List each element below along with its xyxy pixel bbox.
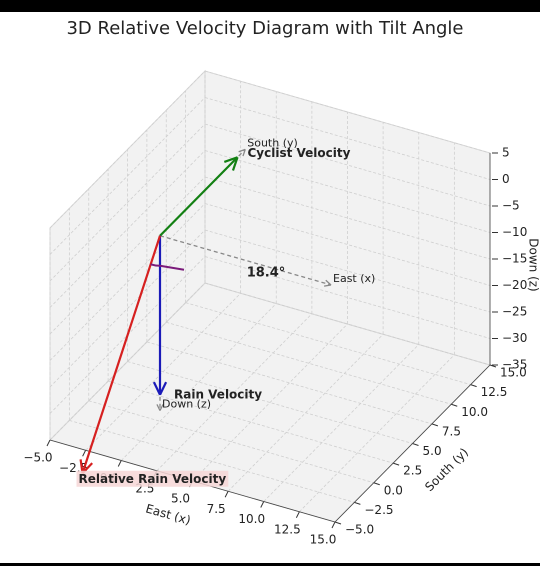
grid-line [204,203,491,286]
z-tick-label: −10 [502,225,527,239]
vector-arrowhead [159,381,168,396]
x-tick [117,460,122,467]
x-tick-label: 15.0 [310,533,337,547]
y-tick-label: 2.5 [403,464,422,478]
grid-line [120,303,277,461]
grid-line [69,419,355,503]
reference-label: Down (z) [162,398,211,411]
vector-label: Relative Rain Velocity [79,472,227,486]
x-tick-label: −5.0 [23,451,52,465]
reference-arrowhead [325,279,332,286]
y-tick-label: −5.0 [345,523,374,537]
vector-arrowhead [231,156,239,171]
grid-line [299,354,455,513]
reference-arrowhead [159,404,164,411]
vector-label: Rain Velocity [174,387,262,401]
label-background [76,470,229,487]
x-tick [260,501,265,508]
axis-line [334,364,491,523]
grid-line [49,203,206,361]
y-tick [489,364,497,368]
vector-label: Cyclist Velocity [248,146,351,160]
grid-line [127,361,413,444]
grid-line [49,97,206,255]
vector [81,235,162,474]
x-tick-label: 5.0 [171,492,190,506]
grid-line [146,341,432,425]
grid-line [204,176,491,260]
grid-line [49,229,206,388]
grid-line [166,321,452,405]
x-tick [331,521,336,529]
chart-title: 3D Relative Velocity Diagram with Tilt A… [66,18,463,39]
grid-line [204,229,491,313]
grid-line [204,70,491,154]
reference-arrowhead [242,149,246,157]
vector-arrowhead [152,381,161,396]
y-tick-label: 0.0 [384,483,403,497]
y-tick-label: 7.5 [442,424,461,438]
y-tick-label: −2.5 [364,503,393,517]
reference-arrowhead [156,404,161,411]
y-tick-label: 15.0 [500,366,527,380]
z-tick-label: −25 [502,305,527,319]
grid-line [185,302,471,386]
grid-line [49,123,206,282]
x-tick-label: 10.0 [238,512,265,526]
grid-line [49,176,206,335]
y-tick [354,501,361,505]
z-tick-label: −5 [502,199,520,213]
x-tick [46,439,51,447]
angle-label: 18.4° [247,266,286,281]
y-tick [431,423,439,427]
reference-label: South (y) [247,136,298,149]
z-tick-label: −35 [502,358,527,372]
grid-line [204,256,491,339]
reference-arrowhead [323,284,332,287]
x-tick [295,511,300,518]
y-tick [392,462,400,466]
z-tick-label: −15 [502,252,527,266]
z-tick-label: 5 [502,146,510,160]
x-tick [224,491,229,498]
angle-arc [159,264,185,271]
angle-arc [150,263,161,267]
vector-arrowhead [223,156,238,163]
y-tick [334,521,342,525]
y-tick [412,443,419,446]
bottom-bar [0,563,540,566]
grid-line [204,123,491,207]
z-tick-label: −30 [502,331,527,345]
grid-line [204,282,491,366]
z-tick-label: 0 [502,172,510,186]
x-tick-label: 7.5 [207,502,226,516]
grid-line [49,70,206,229]
x-tick [82,450,87,457]
y-tick-label: 10.0 [461,405,488,419]
grid-line [204,150,491,233]
grid-line [49,282,206,441]
top-bar [0,0,540,12]
grid-line [108,380,394,464]
z-tick-label: −20 [502,278,527,292]
y-tick [470,384,477,388]
z-axis-label: Down (z) [527,238,540,291]
y-tick [451,403,458,407]
grid-line [49,150,206,308]
vector [159,156,239,237]
reference-arrowhead [238,148,246,153]
y-tick [373,482,380,486]
grid-line [204,97,491,180]
reference-label: East (x) [333,272,375,285]
x-tick-label: 12.5 [274,522,301,536]
grid-line [192,323,348,482]
y-tick-label: 5.0 [423,444,442,458]
grid-line [88,400,374,484]
reference-axis [159,235,332,286]
y-tick-label: 12.5 [481,385,508,399]
